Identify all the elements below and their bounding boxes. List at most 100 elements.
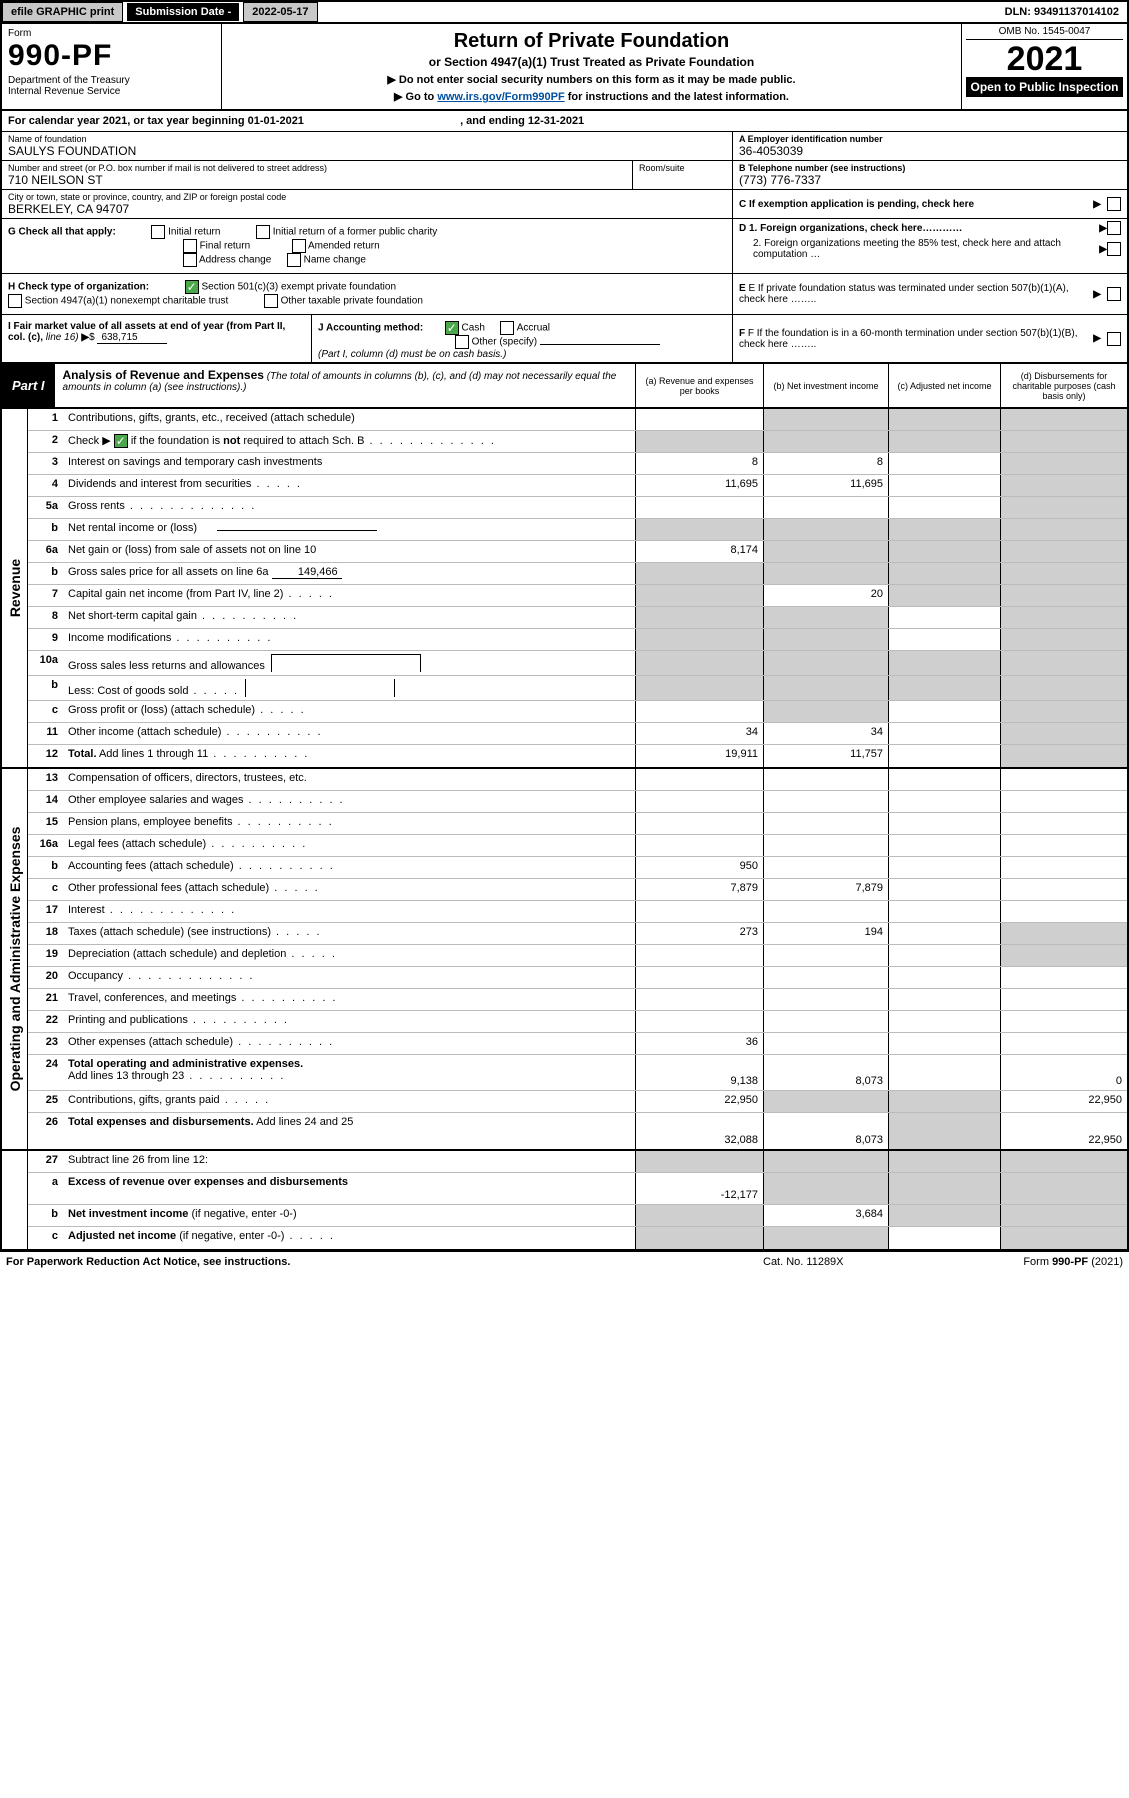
g4-checkbox[interactable] <box>292 239 306 253</box>
irs-link[interactable]: www.irs.gov/Form990PF <box>437 91 564 103</box>
line-num: 24 <box>28 1055 64 1090</box>
h2-checkbox[interactable] <box>8 294 22 308</box>
line-num: b <box>28 563 64 584</box>
h3-label: Other taxable private foundation <box>281 296 423 307</box>
g3-checkbox[interactable] <box>183 239 197 253</box>
submission-label: Submission Date - <box>127 3 239 21</box>
line-4: Dividends and interest from securities <box>64 475 635 496</box>
h1-label: Section 501(c)(3) exempt private foundat… <box>201 282 396 293</box>
line-11: Other income (attach schedule) <box>64 723 635 744</box>
line-num: 20 <box>28 967 64 988</box>
col-c-header: (c) Adjusted net income <box>888 364 1000 407</box>
part1-title: Analysis of Revenue and Expenses (The to… <box>55 364 635 407</box>
g1-checkbox[interactable] <box>151 225 165 239</box>
g-label: G Check all that apply: <box>8 227 116 238</box>
line-10a: Gross sales less returns and allowances <box>64 651 635 675</box>
line-9: Income modifications <box>64 629 635 650</box>
c-checkbox[interactable] <box>1107 197 1121 211</box>
cell-value: 11,695 <box>635 475 763 496</box>
col-a-header: (a) Revenue and expenses per books <box>635 364 763 407</box>
j-accrual-label: Accrual <box>517 323 550 334</box>
footer-left: For Paperwork Reduction Act Notice, see … <box>6 1256 763 1268</box>
line-5b: Net rental income or (loss) <box>64 519 635 540</box>
j-other-checkbox[interactable] <box>455 335 469 349</box>
expenses-table: Operating and Administrative Expenses 13… <box>0 769 1129 1151</box>
g6-checkbox[interactable] <box>287 253 301 267</box>
page-footer: For Paperwork Reduction Act Notice, see … <box>0 1251 1129 1272</box>
form-title-block: Return of Private Foundation or Section … <box>222 24 962 109</box>
arrow-icon: ▶ <box>1099 244 1107 255</box>
arrow-icon: ▶ <box>1093 333 1101 344</box>
j-cash-checkbox[interactable] <box>445 321 459 335</box>
cell-value: 20 <box>763 585 888 606</box>
line-20: Occupancy <box>64 967 635 988</box>
h2-label: Section 4947(a)(1) nonexempt charitable … <box>25 296 228 307</box>
year-block: OMB No. 1545-0047 2021 Open to Public In… <box>962 24 1127 109</box>
cell-value: 8 <box>635 453 763 474</box>
h1-checkbox[interactable] <box>185 280 199 294</box>
line-num: c <box>28 701 64 722</box>
line-num: 21 <box>28 989 64 1010</box>
j-cash-label: Cash <box>462 323 485 334</box>
line-23: Other expenses (attach schedule) <box>64 1033 635 1054</box>
top-bar: efile GRAPHIC print Submission Date - 20… <box>0 0 1129 24</box>
line-num: 27 <box>28 1151 64 1172</box>
line-num: 18 <box>28 923 64 944</box>
e-checkbox[interactable] <box>1107 287 1121 301</box>
line-13: Compensation of officers, directors, tru… <box>64 769 635 790</box>
dollar-sign: $ <box>89 332 95 343</box>
line-num: 4 <box>28 475 64 496</box>
schb-checkbox[interactable] <box>114 434 128 448</box>
line-num: 2 <box>28 431 64 452</box>
expenses-sidelabel: Operating and Administrative Expenses <box>2 769 28 1149</box>
g2-checkbox[interactable] <box>256 225 270 239</box>
line-25: Contributions, gifts, grants paid <box>64 1091 635 1112</box>
d1-label: D 1. Foreign organizations, check here……… <box>739 223 1099 234</box>
line-5a: Gross rents <box>64 497 635 518</box>
line-num: 19 <box>28 945 64 966</box>
g1-label: Initial return <box>168 227 220 238</box>
d1-checkbox[interactable] <box>1107 221 1121 235</box>
revenue-table: Revenue 1Contributions, gifts, grants, e… <box>0 409 1129 769</box>
tax-year: 2021 <box>966 40 1123 79</box>
cell-value: 273 <box>635 923 763 944</box>
f-label: F If the foundation is in a 60-month ter… <box>739 328 1078 350</box>
irs-label: Internal Revenue Service <box>8 86 215 97</box>
form-word: Form <box>8 28 215 39</box>
line-16b: Accounting fees (attach schedule) <box>64 857 635 878</box>
cell-value: 0 <box>1000 1055 1127 1090</box>
line-num: 23 <box>28 1033 64 1054</box>
d2-checkbox[interactable] <box>1107 242 1121 256</box>
cell-value: 3,684 <box>763 1205 888 1226</box>
line-7: Capital gain net income (from Part IV, l… <box>64 585 635 606</box>
line-num: 26 <box>28 1113 64 1149</box>
efile-btn[interactable]: efile GRAPHIC print <box>2 2 123 22</box>
g6-label: Name change <box>304 255 366 266</box>
bullet-2: ▶ Go to www.irs.gov/Form990PF for instru… <box>232 90 951 103</box>
line-num: 6a <box>28 541 64 562</box>
id-row-h: H Check type of organization: Section 50… <box>0 274 1129 315</box>
cell-value: 19,911 <box>635 745 763 767</box>
line-num: 7 <box>28 585 64 606</box>
cell-value: 34 <box>635 723 763 744</box>
line-num: 13 <box>28 769 64 790</box>
f-checkbox[interactable] <box>1107 332 1121 346</box>
cell-value: 22,950 <box>1000 1091 1127 1112</box>
open-inspection: Open to Public Inspection <box>966 77 1123 97</box>
j-accrual-checkbox[interactable] <box>500 321 514 335</box>
h-label: H Check type of organization: <box>8 282 149 293</box>
cell-value: 8,174 <box>635 541 763 562</box>
line-15: Pension plans, employee benefits <box>64 813 635 834</box>
h3-checkbox[interactable] <box>264 294 278 308</box>
line-num: c <box>28 1227 64 1249</box>
j-other-label: Other (specify) <box>472 337 538 348</box>
city-label: City or town, state or province, country… <box>8 192 726 202</box>
line-1: Contributions, gifts, grants, etc., rece… <box>64 409 635 430</box>
line-num: a <box>28 1173 64 1204</box>
line-num: 11 <box>28 723 64 744</box>
city-value: BERKELEY, CA 94707 <box>8 202 726 216</box>
dept-label: Department of the Treasury <box>8 75 215 86</box>
id-row-ijf: I Fair market value of all assets at end… <box>0 315 1129 364</box>
g5-checkbox[interactable] <box>183 253 197 267</box>
arrow-icon: ▶ <box>1093 289 1101 300</box>
